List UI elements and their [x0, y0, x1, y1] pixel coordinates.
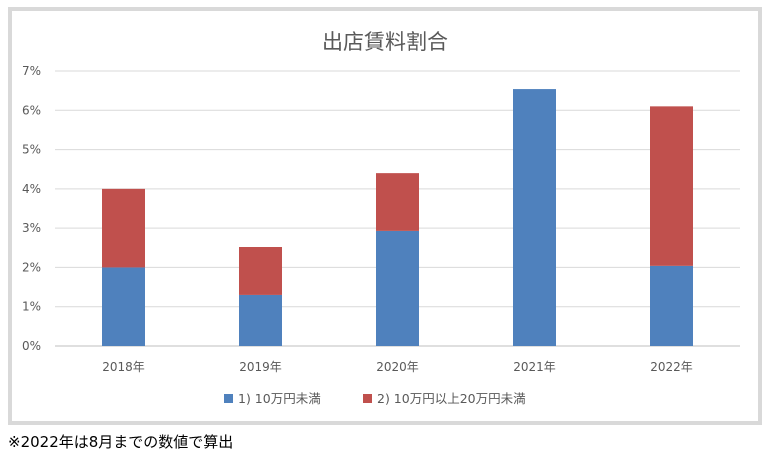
x-tick-label: 2018年 — [102, 360, 145, 374]
legend-label: 1) 10万円未満 — [238, 391, 321, 406]
y-tick-label: 2% — [22, 260, 41, 274]
bar-segment — [513, 89, 556, 347]
y-tick-label: 6% — [22, 103, 41, 117]
legend-label: 2) 10万円以上20万円未満 — [377, 391, 526, 406]
legend-swatch — [363, 394, 372, 403]
chart-frame: 出店賃料割合 0% 1% 2% 3% 4% 5% 6% 7% 2018年 2019年 2020年 2… — [8, 7, 762, 425]
x-tick-label: 2021年 — [513, 360, 556, 374]
x-tick-label: 2020年 — [376, 360, 419, 374]
bar-segment — [239, 247, 282, 295]
y-tick-label: 4% — [22, 182, 41, 196]
y-tick-label: 3% — [22, 221, 41, 235]
bar-segment — [239, 294, 282, 346]
y-tick-label: 0% — [22, 339, 41, 353]
bar-segment — [376, 173, 419, 231]
chart-title: 出店賃料割合 — [322, 30, 448, 54]
bar-segment — [376, 230, 419, 346]
stacked-bar-chart: 出店賃料割合 0% 1% 2% 3% 4% 5% 6% 7% 2018年 2019年 2020年 2… — [22, 30, 740, 406]
y-tick-label: 7% — [22, 64, 41, 78]
y-tick-label: 5% — [22, 143, 41, 157]
bar-segment — [102, 267, 145, 346]
bar-segment — [650, 265, 693, 346]
x-tick-label: 2022年 — [650, 360, 693, 374]
y-tick-label: 1% — [22, 300, 41, 314]
bar-segment — [650, 106, 693, 266]
x-tick-label: 2019年 — [239, 360, 282, 374]
legend-swatch — [224, 394, 233, 403]
footnote: ※2022年は8月までの数値で算出 — [8, 433, 234, 451]
bar-segment — [102, 188, 145, 268]
